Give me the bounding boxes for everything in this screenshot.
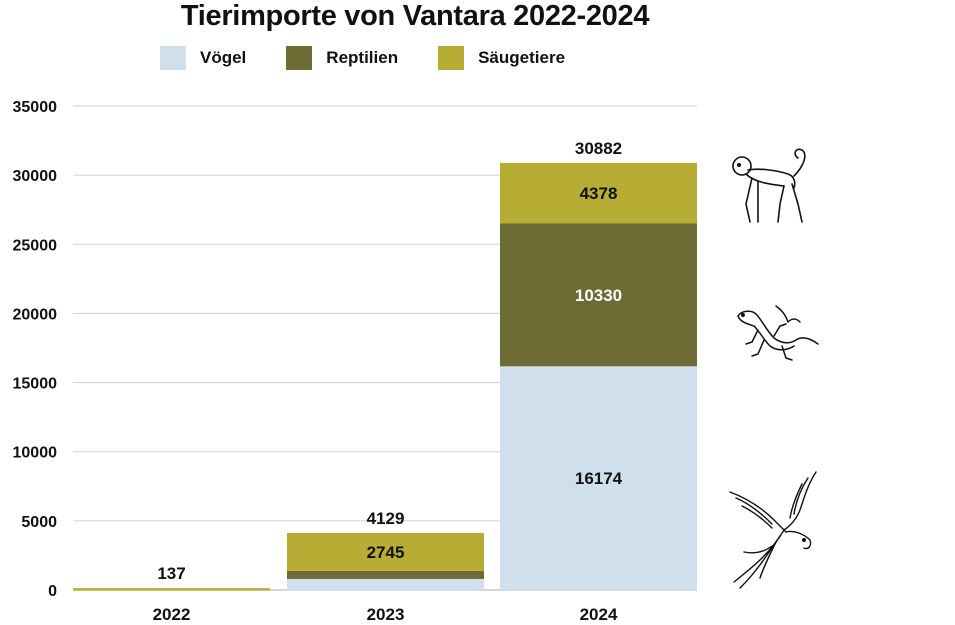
bar-segment-2023-1 — [287, 570, 484, 579]
chart-title: Tierimporte von Vantara 2022-2024 — [180, 0, 650, 32]
total-label: 4129 — [367, 509, 405, 528]
x-tick-label: 2022 — [153, 605, 191, 624]
legend-item-voegel: Vögel — [160, 46, 246, 70]
y-tick-label: 10000 — [13, 445, 58, 462]
bar-segment-2023-2 — [287, 532, 484, 571]
lizard-icon — [737, 305, 819, 361]
legend-label-voegel: Vögel — [200, 48, 247, 67]
bar-segment-2022-2 — [73, 588, 270, 591]
y-tick-label: 15000 — [13, 376, 58, 393]
y-tick-label: 0 — [48, 583, 57, 600]
x-tick-label: 2023 — [367, 605, 405, 624]
bar-segment-2024-1 — [500, 223, 697, 367]
legend-label-reptilien: Reptilien — [326, 48, 399, 67]
parrot-icon — [729, 471, 817, 589]
bar-segment-2024-0 — [500, 366, 697, 590]
y-tick-label: 35000 — [13, 99, 58, 116]
monkey-icon — [732, 148, 806, 223]
y-tick-label: 20000 — [13, 306, 58, 323]
legend-item-reptilien: Reptilien — [286, 46, 398, 70]
bar-segment-2023-0 — [287, 578, 484, 590]
y-tick-label: 5000 — [21, 514, 57, 531]
legend: Vögel Reptilien Säugetiere — [160, 46, 565, 70]
x-tick-label: 2024 — [580, 605, 618, 624]
data-label: 4378 — [580, 184, 618, 203]
total-label: 137 — [157, 564, 185, 583]
legend-swatch-saeugetiere — [438, 46, 465, 70]
data-label: 16174 — [575, 469, 623, 488]
bar-segment-2024-2 — [500, 162, 697, 224]
y-tick-label: 30000 — [13, 168, 58, 185]
legend-label-saeugetiere: Säugetiere — [478, 48, 566, 67]
legend-swatch-voegel — [160, 46, 186, 70]
total-label: 30882 — [575, 139, 622, 158]
legend-swatch-reptilien — [286, 46, 313, 70]
legend-item-saeugetiere: Säugetiere — [438, 46, 565, 70]
data-label: 2745 — [367, 543, 405, 562]
data-label: 10330 — [575, 286, 622, 305]
y-tick-label: 25000 — [13, 237, 58, 254]
